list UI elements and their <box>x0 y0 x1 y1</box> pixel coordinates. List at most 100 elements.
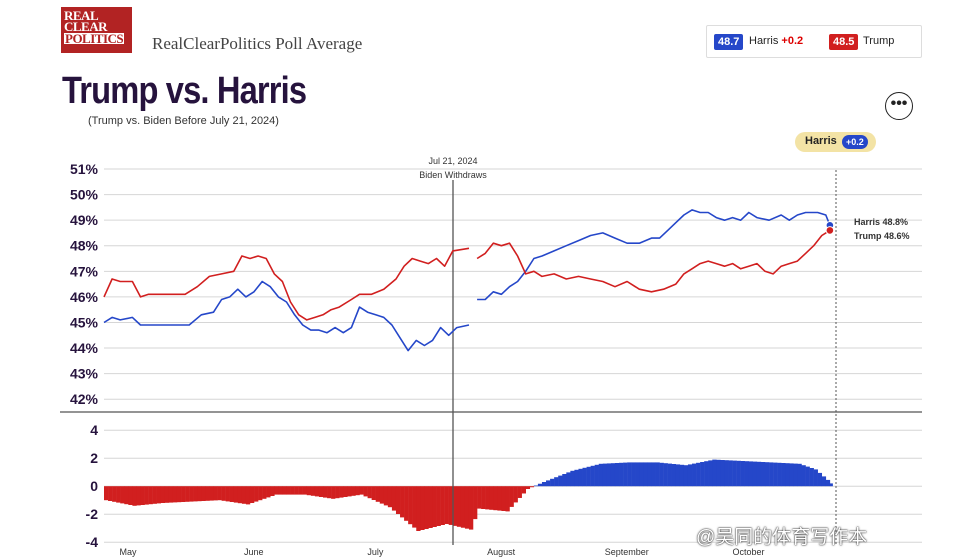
spread-bar <box>809 468 814 487</box>
spread-bar <box>322 486 328 498</box>
spread-bar <box>619 462 624 487</box>
harris-value-pill: 48.7 <box>714 34 744 50</box>
spread-bar <box>266 486 271 498</box>
page-subtitle: (Trump vs. Biden Before July 21, 2024) <box>88 115 279 127</box>
spread-bar <box>460 486 466 528</box>
more-options-button[interactable]: ••• <box>885 92 913 120</box>
spread-bar <box>395 486 401 514</box>
spread-bar <box>647 462 652 487</box>
spread-bar <box>781 463 786 487</box>
spread-bar <box>205 486 210 501</box>
end-label: Trump 48.6% <box>854 231 910 241</box>
spread-bar <box>245 486 251 505</box>
spread-bar <box>335 486 340 499</box>
x-tick-label: May <box>119 547 137 557</box>
spread-bar <box>233 486 239 503</box>
spread-bar <box>663 463 668 487</box>
spread-bar <box>444 486 449 524</box>
spread-bar <box>217 486 222 501</box>
spread-bar <box>310 486 316 496</box>
spread-bar <box>104 486 109 501</box>
spread-bar <box>481 486 486 509</box>
trump-value-pill: 48.5 <box>829 34 859 50</box>
spread-bar <box>546 480 551 487</box>
spread-bar <box>639 462 644 487</box>
spread-bar <box>513 486 518 503</box>
spread-bar <box>602 463 608 487</box>
logo-line-2: CLEAR <box>64 19 108 34</box>
spread-bar <box>489 486 494 510</box>
spread-bar <box>286 486 291 495</box>
trump-legend-name: Trump <box>863 35 895 47</box>
spread-bar <box>797 463 802 487</box>
spread-bar <box>537 483 543 487</box>
x-tick-label: October <box>732 547 764 557</box>
spread-bar <box>716 459 721 487</box>
ellipsis-icon: ••• <box>890 95 908 112</box>
spread-bar <box>736 460 741 487</box>
spread-bar <box>400 486 405 518</box>
spread-bar <box>262 486 267 499</box>
spread-bar <box>825 479 831 487</box>
spread-bar <box>529 486 535 488</box>
harris-line <box>103 209 831 352</box>
logo-line-1: REAL <box>64 8 99 23</box>
spread-bar <box>383 486 389 506</box>
brand-title: RealClearPolitics Poll Average <box>152 34 363 53</box>
spread-bar <box>189 486 194 502</box>
spread-bar <box>108 486 113 501</box>
spread-bar <box>128 486 133 505</box>
spread-bar <box>420 486 425 530</box>
spread-bar <box>193 486 198 502</box>
spread-bar <box>302 486 308 495</box>
spread-bar <box>667 463 672 487</box>
spread-bar <box>566 472 571 487</box>
y-tick-label: -4 <box>86 534 99 550</box>
spread-bar <box>643 462 648 487</box>
y-tick-label: 0 <box>90 478 98 494</box>
spread-bar <box>339 486 344 498</box>
spread-bar <box>270 486 275 496</box>
watermark-text: @吴同的体育写作本 <box>696 527 868 548</box>
spread-bar <box>140 486 145 505</box>
spread-bar <box>432 486 437 527</box>
spread-bar <box>773 462 778 487</box>
spread-bar <box>777 462 782 487</box>
spread-bar <box>509 486 514 507</box>
spread-bar <box>355 486 360 496</box>
y-tick-label: 4 <box>90 422 98 438</box>
annotation-date: Jul 21, 2024 <box>428 156 477 166</box>
spread-bar <box>586 466 591 487</box>
spread-bar <box>562 474 567 487</box>
spread-bar <box>120 486 125 504</box>
logo-line-3: POLITICS <box>64 31 125 46</box>
spread-bar <box>712 459 717 487</box>
spread-bar <box>765 462 770 487</box>
spread-bar <box>160 486 166 503</box>
spread-bar <box>683 465 689 487</box>
spread-bar <box>282 486 287 495</box>
spread-bar <box>760 462 766 487</box>
spread-bar <box>237 486 243 504</box>
spread-bar <box>172 486 178 503</box>
spread-bar <box>740 461 745 487</box>
spread-bar <box>197 486 202 502</box>
spread-bar <box>813 469 818 487</box>
spread-bar <box>748 461 754 487</box>
spread-bar <box>785 463 790 487</box>
spread-bar <box>679 464 685 487</box>
spread-bar <box>249 486 255 503</box>
end-label: Harris 48.8% <box>854 217 908 227</box>
spread-bar <box>477 486 482 509</box>
spread-bar <box>448 486 453 525</box>
spread-bar <box>424 486 429 529</box>
rcp-logo[interactable]: REAL CLEAR POLITICS <box>61 7 132 53</box>
spread-bar <box>541 482 547 487</box>
spread-bar <box>363 486 368 497</box>
spread-bar <box>635 462 640 487</box>
spread-bar <box>225 486 230 502</box>
spread-bar <box>367 486 372 499</box>
spread-bar <box>554 477 559 487</box>
spread-bar <box>659 462 664 487</box>
